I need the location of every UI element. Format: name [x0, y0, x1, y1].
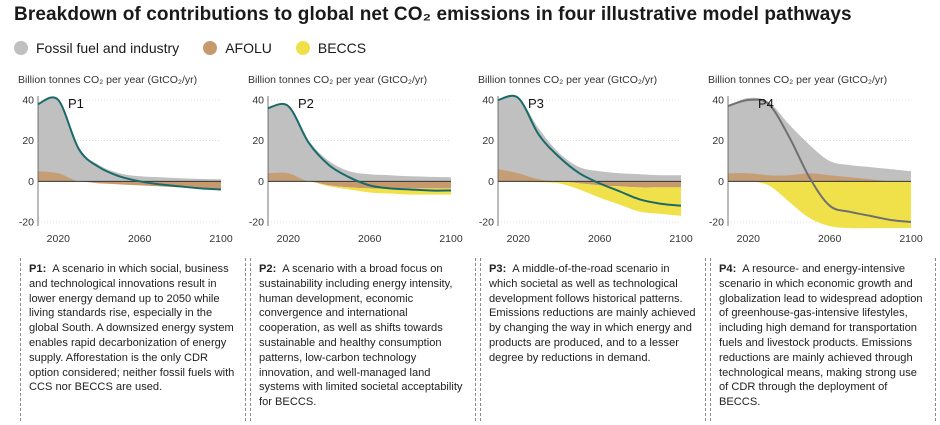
description-label: P2:	[259, 263, 277, 275]
afolu-area-positive	[728, 173, 911, 182]
page-title: Breakdown of contributions to global net…	[14, 4, 852, 25]
x-tick-label: 2100	[899, 233, 923, 245]
chart-panel-p2: Billion tonnes CO₂ per year (GtCO₂/yr) 40…	[248, 74, 463, 245]
y-tick-label: 20	[252, 135, 264, 147]
x-tick-label: 2060	[588, 233, 612, 245]
description-label: P3:	[489, 263, 507, 275]
y-tick-label: 40	[252, 95, 264, 107]
legend-swatch-afolu	[203, 41, 218, 55]
y-axis-label: Billion tonnes CO₂ per year (GtCO₂/yr)	[248, 74, 427, 86]
panel-label: P4	[758, 96, 774, 111]
description-text: A scenario with a broad focus on sustain…	[259, 263, 463, 409]
y-axis-label: Billion tonnes CO₂ per year (GtCO₂/yr)	[708, 74, 887, 86]
x-tick-label: 2060	[818, 233, 842, 245]
panel-label: P3	[528, 96, 544, 111]
fossil-area	[268, 104, 451, 182]
y-tick-label: 20	[712, 135, 724, 147]
y-tick-label: 0	[28, 176, 34, 188]
x-tick-label: 2060	[128, 233, 152, 245]
beccs-area	[268, 180, 451, 195]
description-text: A resource- and energy-intensive scenari…	[719, 263, 923, 409]
x-tick-label: 2020	[737, 233, 761, 245]
y-tick-label: 0	[718, 176, 724, 188]
afolu-area-negative	[268, 181, 451, 189]
net-emissions-line	[267, 102, 452, 192]
y-axis-label: Billion tonnes CO₂ per year (GtCO₂/yr)	[18, 74, 197, 86]
y-tick-label: 20	[482, 135, 494, 147]
x-tick-label: 2020	[47, 233, 71, 245]
y-tick-label: 40	[22, 95, 34, 107]
legend-swatch-beccs	[295, 41, 310, 55]
net-emissions-line	[727, 98, 912, 223]
pathway-charts: Billion tonnes CO₂ per year (GtCO₂/yr) 40…	[18, 74, 923, 245]
chart-panel-p3: Billion tonnes CO₂ per year (GtCO₂/yr) 40…	[478, 74, 693, 245]
y-tick-label: -20	[479, 217, 494, 229]
fossil-area	[498, 96, 681, 182]
legend-item-fossil: Fossil fuel and industry	[14, 40, 179, 56]
legend-label-beccs: BECCS	[317, 40, 367, 56]
afolu-area-positive	[498, 169, 681, 182]
afolu-area-negative	[38, 181, 221, 190]
panel-label: P2	[298, 96, 314, 111]
x-tick-label: 2100	[209, 233, 233, 245]
x-tick-label: 2100	[439, 233, 463, 245]
y-tick-label: 40	[482, 95, 494, 107]
y-tick-label: 0	[258, 176, 264, 188]
description-p2: P2: A scenario with a broad focus on sust…	[250, 258, 476, 421]
y-axis-label: Billion tonnes CO₂ per year (GtCO₂/yr)	[478, 74, 657, 86]
beccs-area	[728, 181, 911, 229]
panel-label: P1	[68, 96, 84, 111]
description-p3: P3: A middle-of-the-road scenario in whic…	[480, 258, 706, 421]
afolu-area-negative	[498, 181, 681, 188]
y-tick-label: 20	[22, 135, 34, 147]
beccs-area	[498, 181, 681, 216]
description-p4: P4: A resource- and energy-intensive scen…	[710, 258, 936, 421]
y-tick-label: -20	[249, 217, 264, 229]
legend-label-afolu: AFOLU	[225, 40, 272, 56]
chart-panel-p4: Billion tonnes CO₂ per year (GtCO₂/yr) 40…	[708, 74, 923, 245]
legend-item-afolu: AFOLU	[203, 40, 272, 56]
net-emissions-line	[497, 94, 682, 207]
fossil-area	[728, 97, 911, 182]
description-text: A scenario in which social, business and…	[29, 263, 235, 394]
chart-legend: Fossil fuel and industry AFOLU BECCS	[14, 38, 390, 58]
x-tick-label: 2060	[358, 233, 382, 245]
fossil-area	[38, 97, 221, 182]
x-tick-label: 2020	[507, 233, 531, 245]
x-tick-label: 2020	[277, 233, 301, 245]
legend-label-fossil: Fossil fuel and industry	[36, 40, 180, 56]
y-tick-label: 0	[488, 176, 494, 188]
description-label: P4:	[719, 263, 737, 275]
y-tick-label: 40	[712, 95, 724, 107]
legend-item-beccs: BECCS	[295, 40, 367, 56]
legend-swatch-fossil	[14, 41, 28, 55]
description-label: P1:	[29, 263, 47, 275]
y-tick-label: -20	[709, 217, 724, 229]
net-emissions-line	[37, 96, 222, 191]
x-tick-label: 2100	[669, 233, 693, 245]
description-p1: P1: A scenario in which social, business …	[20, 258, 246, 421]
description-text: A middle-of-the-road scenario in which s…	[489, 263, 696, 364]
y-tick-label: -20	[19, 217, 34, 229]
chart-panel-p1: Billion tonnes CO₂ per year (GtCO₂/yr) 40…	[18, 74, 233, 245]
